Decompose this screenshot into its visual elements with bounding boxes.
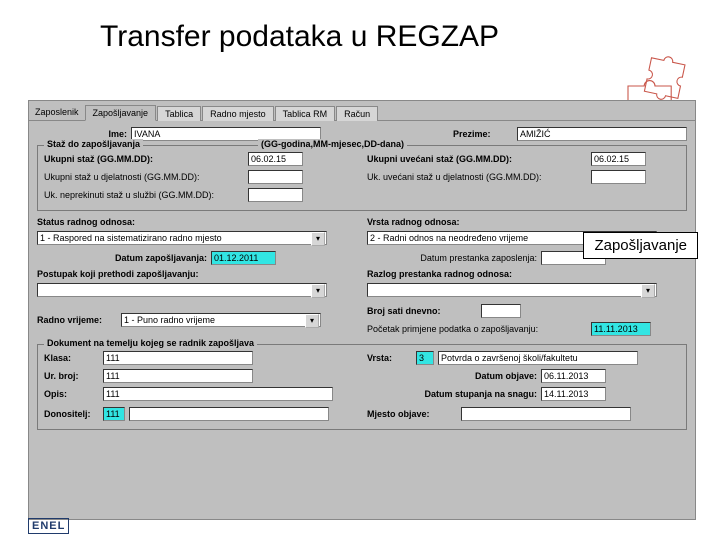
urbroj-field[interactable]: 111 [103, 369, 253, 383]
opis-field[interactable]: 111 [103, 387, 333, 401]
dokument-caption: Dokument na temelju kojeg se radnik zapo… [44, 338, 257, 348]
uk-staz-dj-field[interactable] [248, 170, 303, 184]
callout-zaposljavanje: Zapošljavanje [583, 232, 698, 259]
uk-uvecani-field[interactable]: 06.02.15 [591, 152, 646, 166]
app-window: Zaposlenik Zapošljavanje Tablica Radno m… [28, 100, 696, 520]
vrsta-ro-label: Vrsta radnog odnosa: [367, 217, 460, 227]
razlog-label: Razlog prestanka radnog odnosa: [367, 269, 512, 279]
staz-groupbox: Staž do zapošljavanja (GG-godina,MM-mjes… [37, 145, 687, 211]
tabstrip-prefix: Zaposlenik [31, 105, 85, 120]
uk-neprekinuti-label: Uk. neprekinuti staž u službi (GG.MM.DD)… [44, 190, 244, 200]
status-dropdown[interactable]: 1 - Raspored na sistematizirano radno mj… [37, 231, 327, 245]
datum-prest-label: Datum prestanka zaposlenja: [367, 253, 537, 263]
opis-label: Opis: [44, 389, 99, 399]
mjesto-field[interactable] [461, 407, 631, 421]
staz-caption-right: (GG-godina,MM-mjesec,DD-dana) [258, 139, 407, 149]
datum-objave-field[interactable]: 06.11.2013 [541, 369, 606, 383]
prezime-field[interactable]: AMIŽIĆ [517, 127, 687, 141]
tab-tablica[interactable]: Tablica [157, 106, 201, 121]
datum-zap-field[interactable]: 01.12.2011 [211, 251, 276, 265]
donositelj-code-field[interactable]: 111 [103, 407, 125, 421]
uk-staz-dj-label: Ukupni staž u djelatnosti (GG.MM.DD): [44, 172, 244, 182]
tabstrip: Zaposlenik Zapošljavanje Tablica Radno m… [29, 101, 695, 121]
mjesto-label: Mjesto objave: [367, 409, 457, 419]
uk-neprekinuti-field[interactable] [248, 188, 303, 202]
uk-uvecani-label: Ukupni uvećani staž (GG.MM.DD): [367, 154, 587, 164]
staz-caption: Staž do zapošljavanja [44, 139, 143, 149]
uk-uvecani-dj-label: Uk. uvećani staž u djelatnosti (GG.MM.DD… [367, 172, 587, 182]
uk-uvecani-dj-field[interactable] [591, 170, 646, 184]
datum-snaga-label: Datum stupanja na snagu: [367, 389, 537, 399]
vrsta-code-field[interactable]: 3 [416, 351, 434, 365]
klasa-label: Klasa: [44, 353, 99, 363]
vrsta-desc-field[interactable]: Potvrda o završenoj školi/fakultetu [438, 351, 638, 365]
radno-vrijeme-label: Radno vrijeme: [37, 315, 117, 325]
razlog-dropdown[interactable] [367, 283, 657, 297]
form-body: Ime: IVANA Prezime: AMIŽIĆ Staž do zapoš… [29, 121, 695, 442]
urbroj-label: Ur. broj: [44, 371, 99, 381]
donositelj-desc-field[interactable] [129, 407, 329, 421]
broj-sati-field[interactable] [481, 304, 521, 318]
pocetak-primjene-label: Početak primjene podatka o zapošljavanju… [367, 324, 587, 334]
klasa-field[interactable]: 111 [103, 351, 253, 365]
tab-radno-mjesto[interactable]: Radno mjesto [202, 106, 274, 121]
uk-staz-field[interactable]: 06.02.15 [248, 152, 303, 166]
pocetak-primjene-field[interactable]: 11.11.2013 [591, 322, 651, 336]
dokument-groupbox: Dokument na temelju kojeg se radnik zapo… [37, 344, 687, 430]
datum-objave-label: Datum objave: [367, 371, 537, 381]
radno-vrijeme-dropdown[interactable]: 1 - Puno radno vrijeme [121, 313, 321, 327]
ime-label: Ime: [37, 129, 127, 139]
vrsta-label: Vrsta: [367, 353, 412, 363]
prezime-label: Prezime: [453, 129, 513, 139]
postupak-label: Postupak koji prethodi zapošljavanju: [37, 269, 199, 279]
tab-zaposljavanje[interactable]: Zapošljavanje [85, 105, 157, 121]
footer-logo: ENEL [28, 518, 69, 534]
tab-tablica-rm[interactable]: Tablica RM [275, 106, 336, 121]
broj-sati-label: Broj sati dnevno: [367, 306, 477, 316]
tab-racun[interactable]: Račun [336, 106, 378, 121]
donositelj-label: Donositelj: [44, 409, 99, 419]
uk-staz-label: Ukupni staž (GG.MM.DD): [44, 154, 244, 164]
postupak-dropdown[interactable] [37, 283, 327, 297]
datum-zap-label: Datum zapošljavanja: [37, 253, 207, 263]
datum-snaga-field[interactable]: 14.11.2013 [541, 387, 606, 401]
status-label: Status radnog odnosa: [37, 217, 135, 227]
